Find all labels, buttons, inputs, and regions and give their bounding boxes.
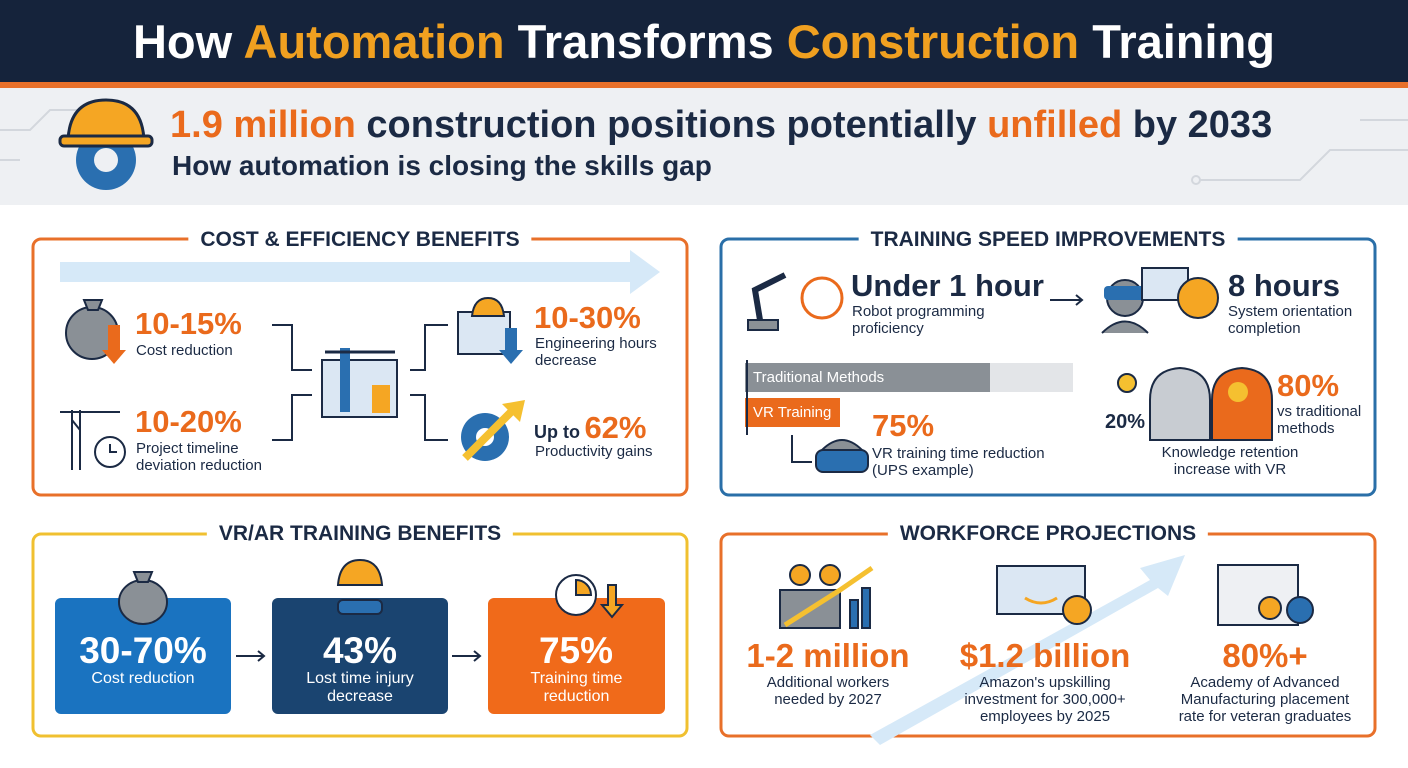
stat-label: Cost reduction [136, 342, 233, 359]
stat-value: 10-20% [135, 404, 242, 439]
stat-value: 62% [584, 410, 647, 445]
stat-label: Project timeline deviation reduction [136, 440, 262, 474]
connectors [272, 324, 448, 441]
stat-value: 10-30% [534, 300, 641, 335]
blueprint-helmet-icon [457, 296, 523, 364]
stat-value: 8 hours [1228, 268, 1340, 303]
robot-arm-icon [747, 272, 844, 331]
flow-arrow [1050, 294, 1084, 306]
certificate-icon [1217, 564, 1314, 626]
bar-label: VR Training [753, 404, 832, 421]
headline-part: by 2033 [1132, 104, 1273, 146]
retention-label: Knowledge retention increase with VR [1161, 444, 1299, 478]
stat-label: VR training time reduction (UPS example) [872, 445, 1045, 479]
title-part: Automation [243, 15, 505, 68]
panel-title: WORKFORCE PROJECTIONS [887, 522, 1209, 546]
stat-label: Robot programming proficiency [852, 303, 985, 337]
card [55, 598, 231, 714]
retention-low: 20% [1105, 411, 1146, 433]
progress-arrow [60, 250, 660, 294]
headline-part: unfilled [987, 104, 1123, 146]
card-label: Lost time injury decrease [306, 670, 414, 705]
stat-label: Engineering hours decrease [535, 335, 657, 369]
panel-title: COST & EFFICIENCY BENEFITS [188, 228, 532, 252]
header-stripe [0, 82, 1408, 88]
gear-arrow-icon [461, 400, 525, 461]
amazon-card-icon [996, 565, 1092, 625]
projection-value: $1.2 billion [959, 637, 1131, 674]
projection-label: Additional workers needed by 2027 [766, 674, 890, 708]
projection-value: 1-2 million [746, 637, 910, 674]
title-part: Training [1092, 15, 1275, 68]
building-crane-icon [321, 348, 398, 418]
card-icons [118, 558, 625, 625]
bar-connector [746, 360, 812, 463]
stat-value: 75% [872, 408, 935, 443]
stat-value: 10-15% [135, 306, 242, 341]
stat-label: Productivity gains [535, 443, 653, 460]
projection-value: 80%+ [1222, 637, 1308, 674]
vr-person-icon [1101, 267, 1219, 334]
panel-title: VR/AR TRAINING BENEFITS [206, 522, 514, 546]
traditional-bar [745, 363, 990, 392]
card [272, 598, 448, 714]
title-part: How [132, 15, 233, 68]
hard-hat-gear-icon [58, 98, 154, 190]
headline-part: 1.9 million [170, 104, 356, 146]
card-arrows [236, 650, 482, 662]
headline-part: construction positions potentially [366, 104, 977, 146]
card-value: 30-70% [79, 630, 207, 671]
workers-chart-icon [779, 564, 874, 629]
vr-bar [745, 398, 840, 427]
stat-value: Under 1 hour [851, 268, 1044, 303]
card-value: 75% [538, 630, 614, 671]
projection-label: Academy of Advanced Manufacturing placem… [1178, 674, 1352, 725]
bar-label: Traditional Methods [753, 369, 885, 386]
money-bag-icon [65, 299, 126, 364]
retention-high: 80% [1277, 368, 1340, 403]
crane-clock-icon [60, 410, 126, 470]
banner [0, 88, 1408, 205]
brain-heads-icon [1117, 366, 1273, 441]
card-label: Training time reduction [530, 670, 623, 705]
stat-prefix: Up to [534, 422, 580, 442]
stat-label: System orientation completion [1228, 303, 1353, 337]
projection-label: Amazon's upskilling investment for 300,0… [964, 674, 1126, 725]
card-label: Cost reduction [91, 670, 195, 687]
vr-headset-icon [815, 439, 869, 473]
retention-comparison: vs traditional methods [1277, 403, 1362, 437]
subtitle: How automation is closing the skills gap [172, 150, 712, 181]
card-value: 43% [322, 630, 398, 671]
stat-line: Up to 62% [534, 410, 646, 446]
card [488, 598, 665, 714]
title-part: Transforms [517, 15, 774, 68]
growth-arrow [870, 555, 1185, 745]
panel-title: TRAINING SPEED IMPROVEMENTS [858, 228, 1238, 252]
title: How Automation Transforms Construction T… [0, 14, 1408, 69]
headline: 1.9 million construction positions poten… [170, 104, 1272, 147]
title-part: Construction [786, 15, 1080, 68]
header [0, 0, 1408, 82]
